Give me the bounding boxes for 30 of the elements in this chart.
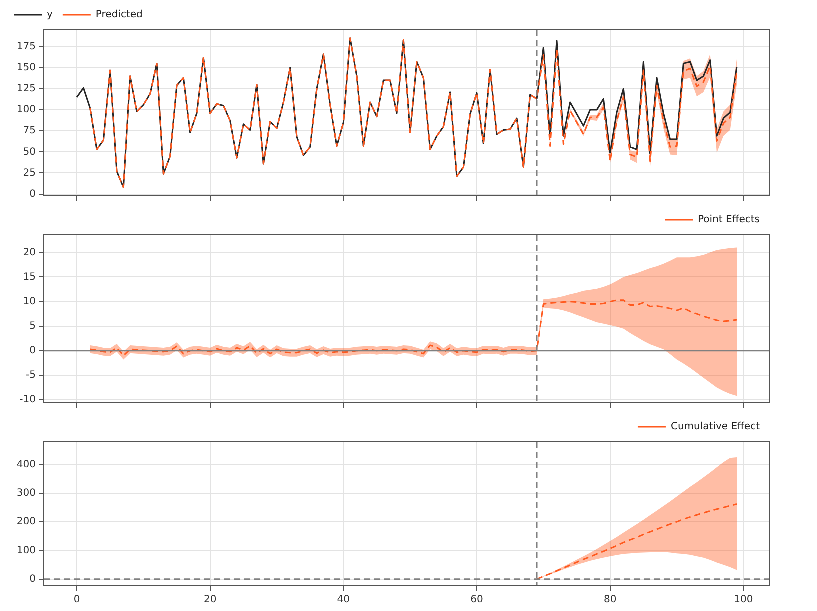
- y-tick-label: 0: [30, 346, 36, 357]
- y-tick-label: -5: [26, 370, 36, 382]
- y-tick-label: 100: [16, 545, 36, 556]
- x-tick-label: 0: [74, 594, 80, 606]
- y-tick-label: 200: [16, 516, 36, 528]
- y-tick-label: 300: [16, 488, 36, 499]
- x-tick-label: 100: [734, 594, 754, 606]
- y-tick-label: 20: [23, 247, 36, 258]
- legend-label: y: [47, 10, 53, 21]
- y-tick-label: 150: [16, 62, 36, 74]
- legend-label: Predicted: [96, 10, 143, 21]
- y-tick-label: 175: [16, 41, 36, 52]
- y-tick-label: -10: [20, 394, 36, 406]
- y-tick-label: 125: [16, 84, 36, 95]
- y-tick-label: 100: [16, 104, 36, 116]
- x-tick-label: 40: [337, 594, 350, 606]
- x-tick-label: 20: [204, 594, 217, 606]
- y-tick-label: 50: [23, 146, 36, 158]
- y-tick-label: 10: [23, 296, 36, 308]
- y-tick-label: 0: [30, 188, 36, 200]
- y-tick-label: 25: [23, 168, 36, 179]
- y-tick-label: 5: [30, 320, 36, 332]
- legend-label: Cumulative Effect: [670, 422, 760, 433]
- x-tick-label: 80: [604, 594, 617, 606]
- y-tick-label: 400: [16, 459, 36, 470]
- y-tick-label: 75: [23, 126, 36, 137]
- y-tick-label: 0: [30, 574, 36, 585]
- legend-label: Point Effects: [698, 214, 760, 226]
- y-tick-label: 15: [23, 272, 36, 283]
- x-tick-label: 60: [470, 594, 484, 606]
